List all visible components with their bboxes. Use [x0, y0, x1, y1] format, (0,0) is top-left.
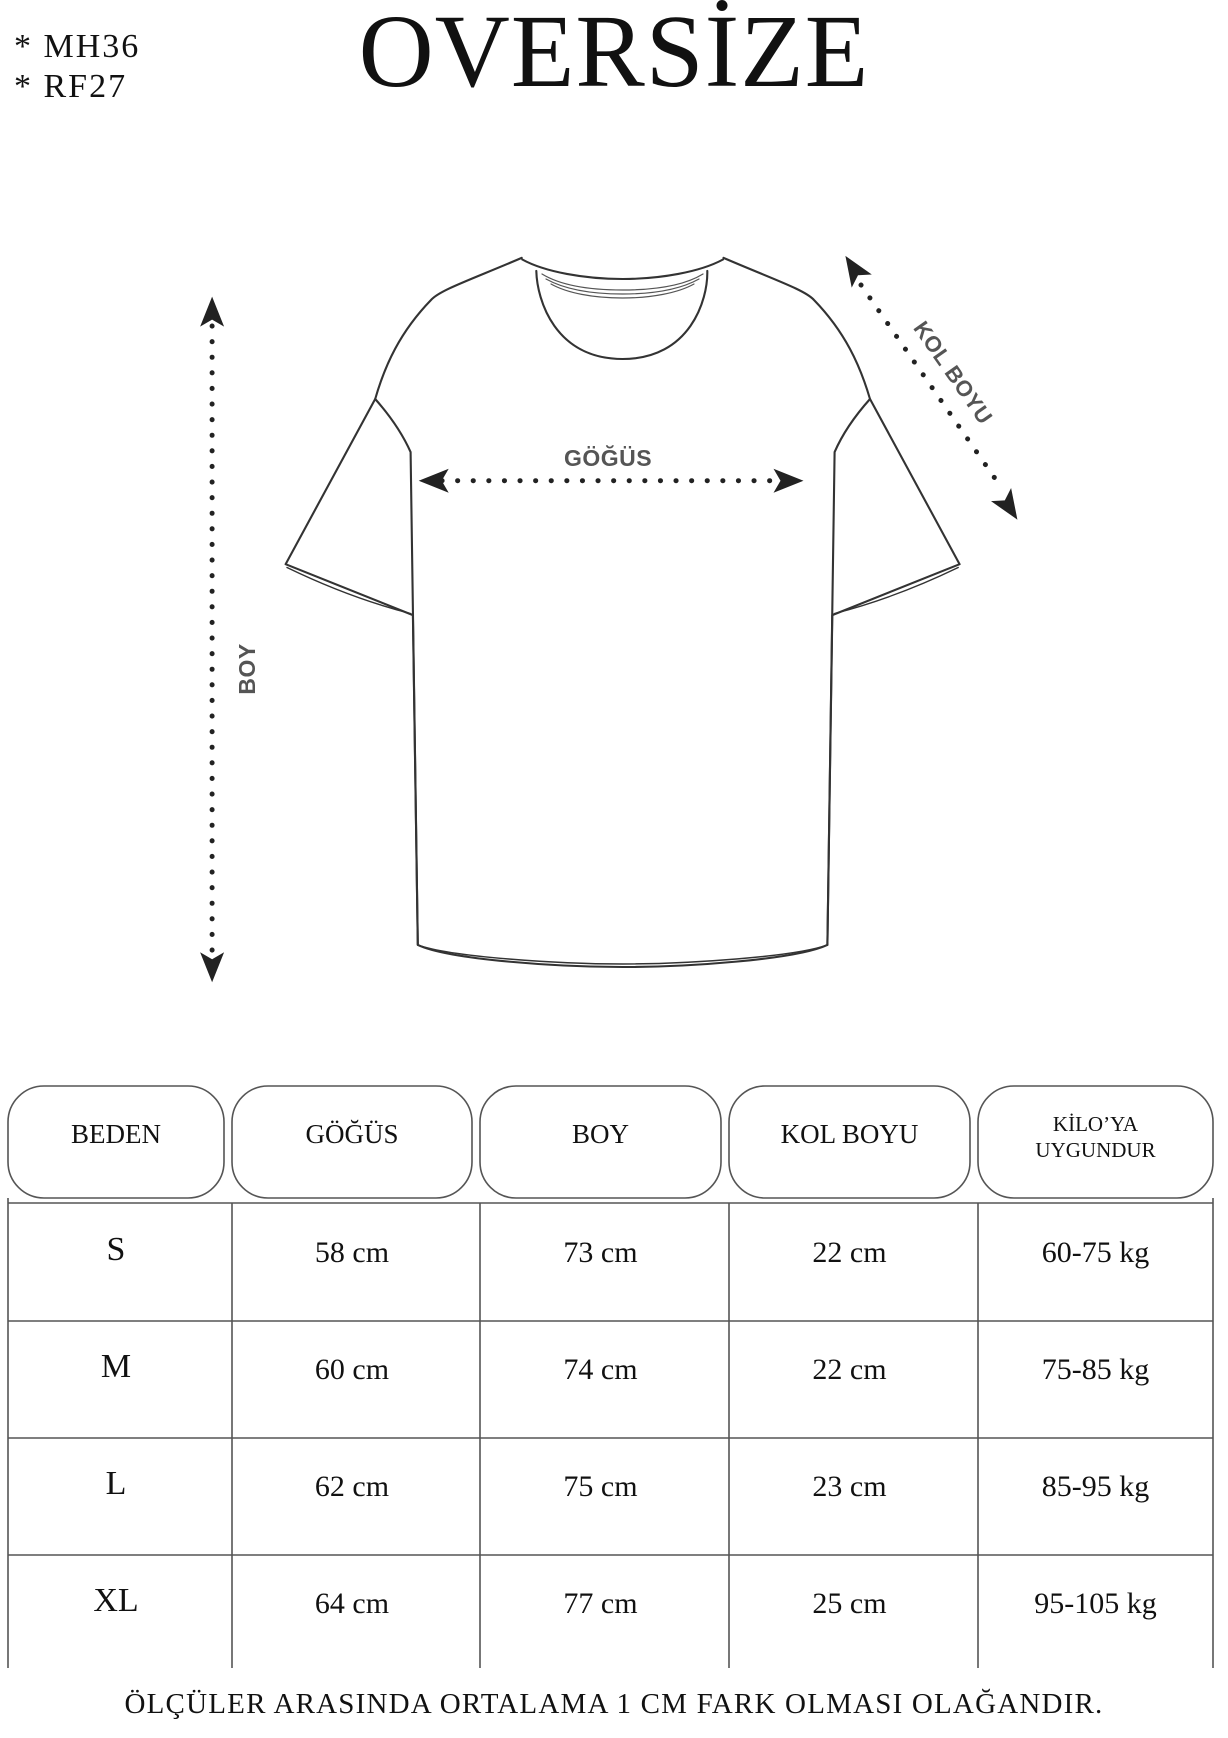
svg-text:BOY: BOY — [234, 643, 260, 694]
svg-text:GÖĞÜS: GÖĞÜS — [564, 444, 652, 471]
